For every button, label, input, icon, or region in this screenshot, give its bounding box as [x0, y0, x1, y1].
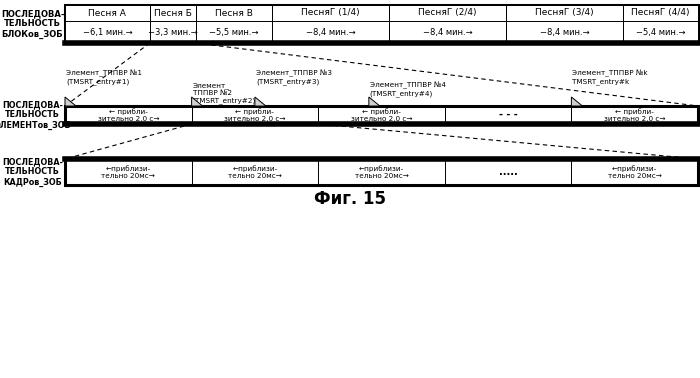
Bar: [623, 21, 698, 43]
Polygon shape: [571, 97, 582, 106]
Text: −6,1 мин.→: −6,1 мин.→: [83, 28, 132, 37]
Text: −3,3 мин.→: −3,3 мин.→: [148, 28, 197, 37]
Text: Фиг. 15: Фиг. 15: [314, 190, 386, 208]
Bar: [65, 159, 698, 185]
Text: Элемент_ТППВР №k
TMSRT_entry#k: Элемент_ТППВР №k TMSRT_entry#k: [573, 70, 648, 85]
Polygon shape: [255, 97, 266, 106]
Bar: [506, 5, 623, 21]
Bar: [150, 5, 196, 21]
Text: ПесняГ (3/4): ПесняГ (3/4): [535, 8, 594, 17]
Bar: [389, 5, 506, 21]
Text: Элемент_ТППВР №4
(TMSRT_entry#4): Элемент_ТППВР №4 (TMSRT_entry#4): [370, 82, 446, 97]
Text: −8,4 мин.→: −8,4 мин.→: [423, 28, 473, 37]
Bar: [65, 106, 698, 124]
Text: ПесняГ (4/4): ПесняГ (4/4): [631, 8, 690, 17]
Bar: [196, 5, 272, 21]
Bar: [272, 5, 389, 21]
Text: ←приблизи-
тельно 20мс→: ←приблизи- тельно 20мс→: [228, 165, 282, 179]
Text: Песня В: Песня В: [215, 8, 253, 17]
Bar: [65, 5, 150, 21]
Bar: [389, 21, 506, 43]
Text: .....: .....: [498, 167, 517, 177]
Text: −5,5 мин.→: −5,5 мин.→: [209, 28, 259, 37]
Text: ← прибли-
зительно 2,0 с→: ← прибли- зительно 2,0 с→: [351, 108, 412, 122]
Text: ПесняГ (2/4): ПесняГ (2/4): [419, 8, 477, 17]
Polygon shape: [369, 97, 380, 106]
Text: ← прибли-
зительно 2,0 с→: ← прибли- зительно 2,0 с→: [604, 108, 666, 122]
Bar: [196, 21, 272, 43]
Bar: [506, 21, 623, 43]
Text: Элемент_ТППВР №3
(TMSRT_entry#3): Элемент_ТППВР №3 (TMSRT_entry#3): [256, 70, 332, 85]
Text: ←приблизи-
тельно 20мс→: ←приблизи- тельно 20мс→: [608, 165, 662, 179]
Text: ← прибли-
зительно 2,0 с→: ← прибли- зительно 2,0 с→: [97, 108, 159, 122]
Text: −5,4 мин.→: −5,4 мин.→: [636, 28, 685, 37]
Text: Элемент_
ТППВР №2
(TMSRT_entry#2): Элемент_ ТППВР №2 (TMSRT_entry#2): [193, 82, 256, 104]
Text: Песня А: Песня А: [88, 8, 127, 17]
Text: −8,4 мин.→: −8,4 мин.→: [306, 28, 356, 37]
Bar: [65, 5, 698, 43]
Text: ←приблизи-
тельно 20мс→: ←приблизи- тельно 20мс→: [355, 165, 408, 179]
Text: −8,4 мин.→: −8,4 мин.→: [540, 28, 589, 37]
Text: ПесняГ (1/4): ПесняГ (1/4): [302, 8, 360, 17]
Text: Песня Б: Песня Б: [154, 8, 192, 17]
Bar: [623, 5, 698, 21]
Text: ПОСЛЕДОВА-
ТЕЛЬНОСТЬ
БЛОКов_ЗОБ: ПОСЛЕДОВА- ТЕЛЬНОСТЬ БЛОКов_ЗОБ: [1, 9, 64, 39]
Text: ПОСЛЕДОВА-
ТЕЛЬНОСТЬ
ЭЛЕМЕНТов_ЗОБ: ПОСЛЕДОВА- ТЕЛЬНОСТЬ ЭЛЕМЕНТов_ЗОБ: [0, 100, 71, 130]
Bar: [65, 21, 150, 43]
Text: - - -: - - -: [498, 110, 517, 120]
Text: Элемент_ТППВР №1
(TMSRT_entry#1): Элемент_ТППВР №1 (TMSRT_entry#1): [66, 70, 142, 85]
Polygon shape: [65, 97, 76, 106]
Text: ПОСЛЕДОВА-
ТЕЛЬНОСТЬ
КАДРов_ЗОБ: ПОСЛЕДОВА- ТЕЛЬНОСТЬ КАДРов_ЗОБ: [2, 157, 63, 187]
Text: ← прибли-
зительно 2,0 с→: ← прибли- зительно 2,0 с→: [224, 108, 286, 122]
Polygon shape: [192, 97, 202, 106]
Bar: [272, 21, 389, 43]
Text: ←приблизи-
тельно 20мс→: ←приблизи- тельно 20мс→: [102, 165, 155, 179]
Bar: [150, 21, 196, 43]
